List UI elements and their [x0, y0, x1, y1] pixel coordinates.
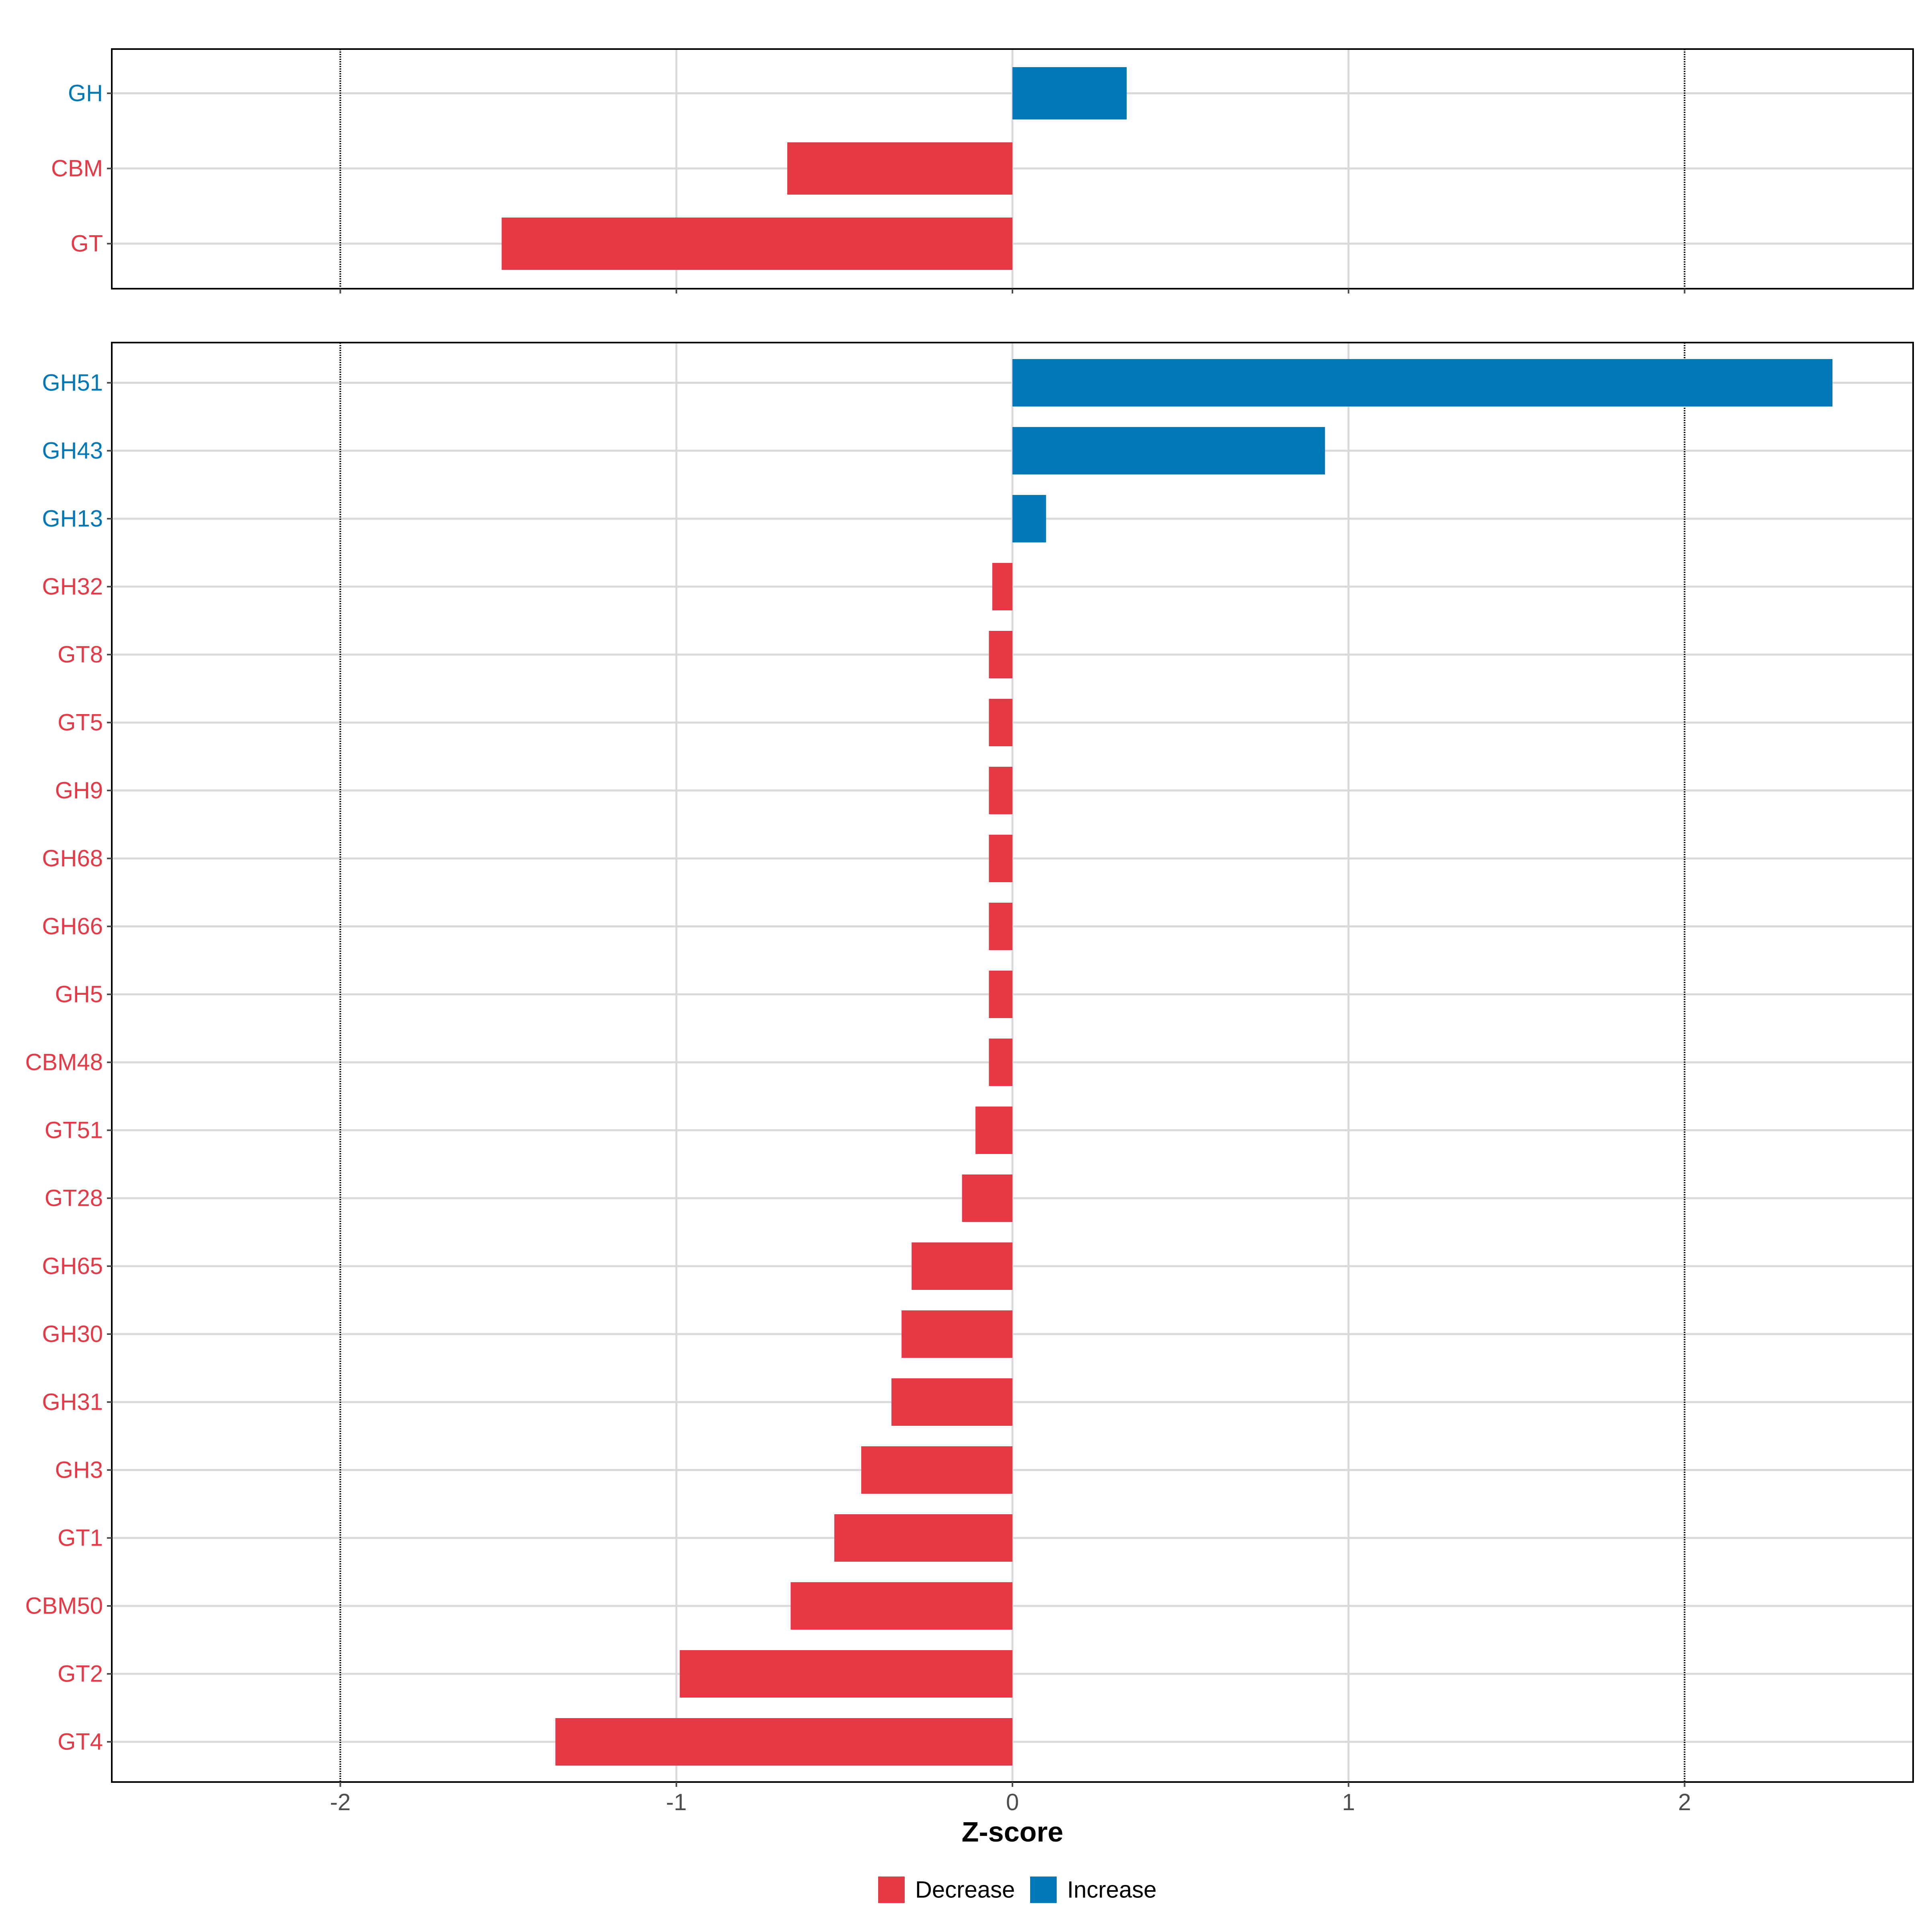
x-tick-label--1: -1 [666, 1789, 687, 1815]
bottom-bar-gh3 [861, 1446, 1012, 1494]
bottom-bar-gt28 [962, 1174, 1012, 1222]
bottom-category-label-gt4: GT4 [57, 1729, 103, 1755]
bottom-category-label-gt51: GT51 [45, 1117, 103, 1144]
bottom-bar-gh9 [989, 767, 1012, 814]
bottom-bar-gh65 [912, 1242, 1012, 1290]
top-category-label-gt: GT [70, 231, 103, 257]
bottom-bar-gt4 [555, 1718, 1012, 1766]
bottom-category-label-gt28: GT28 [45, 1185, 103, 1211]
bottom-category-label-gt8: GT8 [57, 642, 103, 668]
bottom-category-label-gh3: GH3 [55, 1457, 103, 1483]
bottom-category-label-gh5: GH5 [55, 981, 103, 1008]
bottom-category-label-gt2: GT2 [57, 1661, 103, 1687]
legend-label-increase: Increase [1067, 1877, 1156, 1903]
bottom-category-label-gh30: GH30 [42, 1321, 103, 1347]
bottom-bar-gh31 [891, 1378, 1012, 1426]
bottom-category-label-gh9: GH9 [55, 778, 103, 804]
bottom-category-label-gh13: GH13 [42, 506, 103, 532]
bottom-category-label-gt5: GT5 [57, 710, 103, 736]
x-axis-title: Z-score [962, 1816, 1064, 1848]
bottom-bar-gt5 [989, 699, 1012, 746]
top-bar-gt [501, 218, 1012, 270]
bottom-bar-gh43 [1012, 427, 1325, 474]
bottom-bar-gh30 [901, 1310, 1012, 1358]
x-tick-label--2: -2 [330, 1789, 351, 1815]
bottom-bar-gh5 [989, 971, 1012, 1018]
bottom-category-label-gh31: GH31 [42, 1389, 103, 1415]
top-bar-cbm [787, 142, 1012, 195]
bottom-category-label-cbm50: CBM50 [25, 1593, 103, 1619]
x-tick-label-0: 0 [1006, 1789, 1019, 1815]
bottom-bar-gt2 [680, 1650, 1012, 1698]
top-category-label-gh: GH [68, 80, 103, 107]
legend-label-decrease: Decrease [915, 1877, 1015, 1903]
bottom-bar-gh32 [992, 563, 1012, 610]
bottom-bar-gh51 [1012, 359, 1833, 407]
bottom-category-label-gh65: GH65 [42, 1253, 103, 1279]
bottom-bar-cbm48 [989, 1039, 1012, 1086]
bottom-bar-gh66 [989, 903, 1012, 950]
bottom-bar-gt1 [834, 1514, 1012, 1562]
bottom-category-label-gt1: GT1 [57, 1525, 103, 1551]
bottom-bar-gh13 [1012, 495, 1046, 542]
top-category-label-cbm: CBM [51, 156, 103, 182]
bottom-bar-gt8 [989, 631, 1012, 678]
legend-swatch-decrease [878, 1877, 905, 1903]
top-bar-gh [1012, 67, 1127, 119]
bottom-category-label-gh66: GH66 [42, 914, 103, 940]
bottom-category-label-gh51: GH51 [42, 370, 103, 396]
bottom-category-label-gh68: GH68 [42, 846, 103, 872]
x-tick-label-2: 2 [1678, 1789, 1691, 1815]
legend-swatch-increase [1030, 1877, 1057, 1903]
bottom-bar-gt51 [975, 1107, 1012, 1154]
bottom-category-label-cbm48: CBM48 [25, 1049, 103, 1076]
x-tick-label-1: 1 [1342, 1789, 1355, 1815]
bottom-bar-gh68 [989, 835, 1012, 882]
bottom-bar-cbm50 [790, 1582, 1012, 1630]
bottom-category-label-gh32: GH32 [42, 574, 103, 600]
bottom-category-label-gh43: GH43 [42, 438, 103, 464]
